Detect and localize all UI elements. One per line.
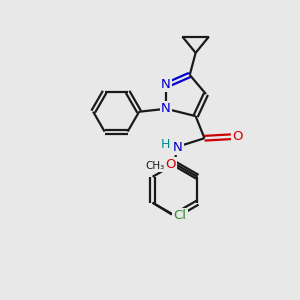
Text: Cl: Cl [173, 208, 187, 222]
Text: N: N [161, 78, 170, 91]
Text: O: O [165, 158, 175, 171]
Text: N: N [161, 102, 170, 115]
Text: N: N [173, 141, 183, 154]
Text: H: H [160, 138, 170, 151]
Text: CH₃: CH₃ [145, 161, 164, 172]
Text: O: O [232, 130, 243, 143]
